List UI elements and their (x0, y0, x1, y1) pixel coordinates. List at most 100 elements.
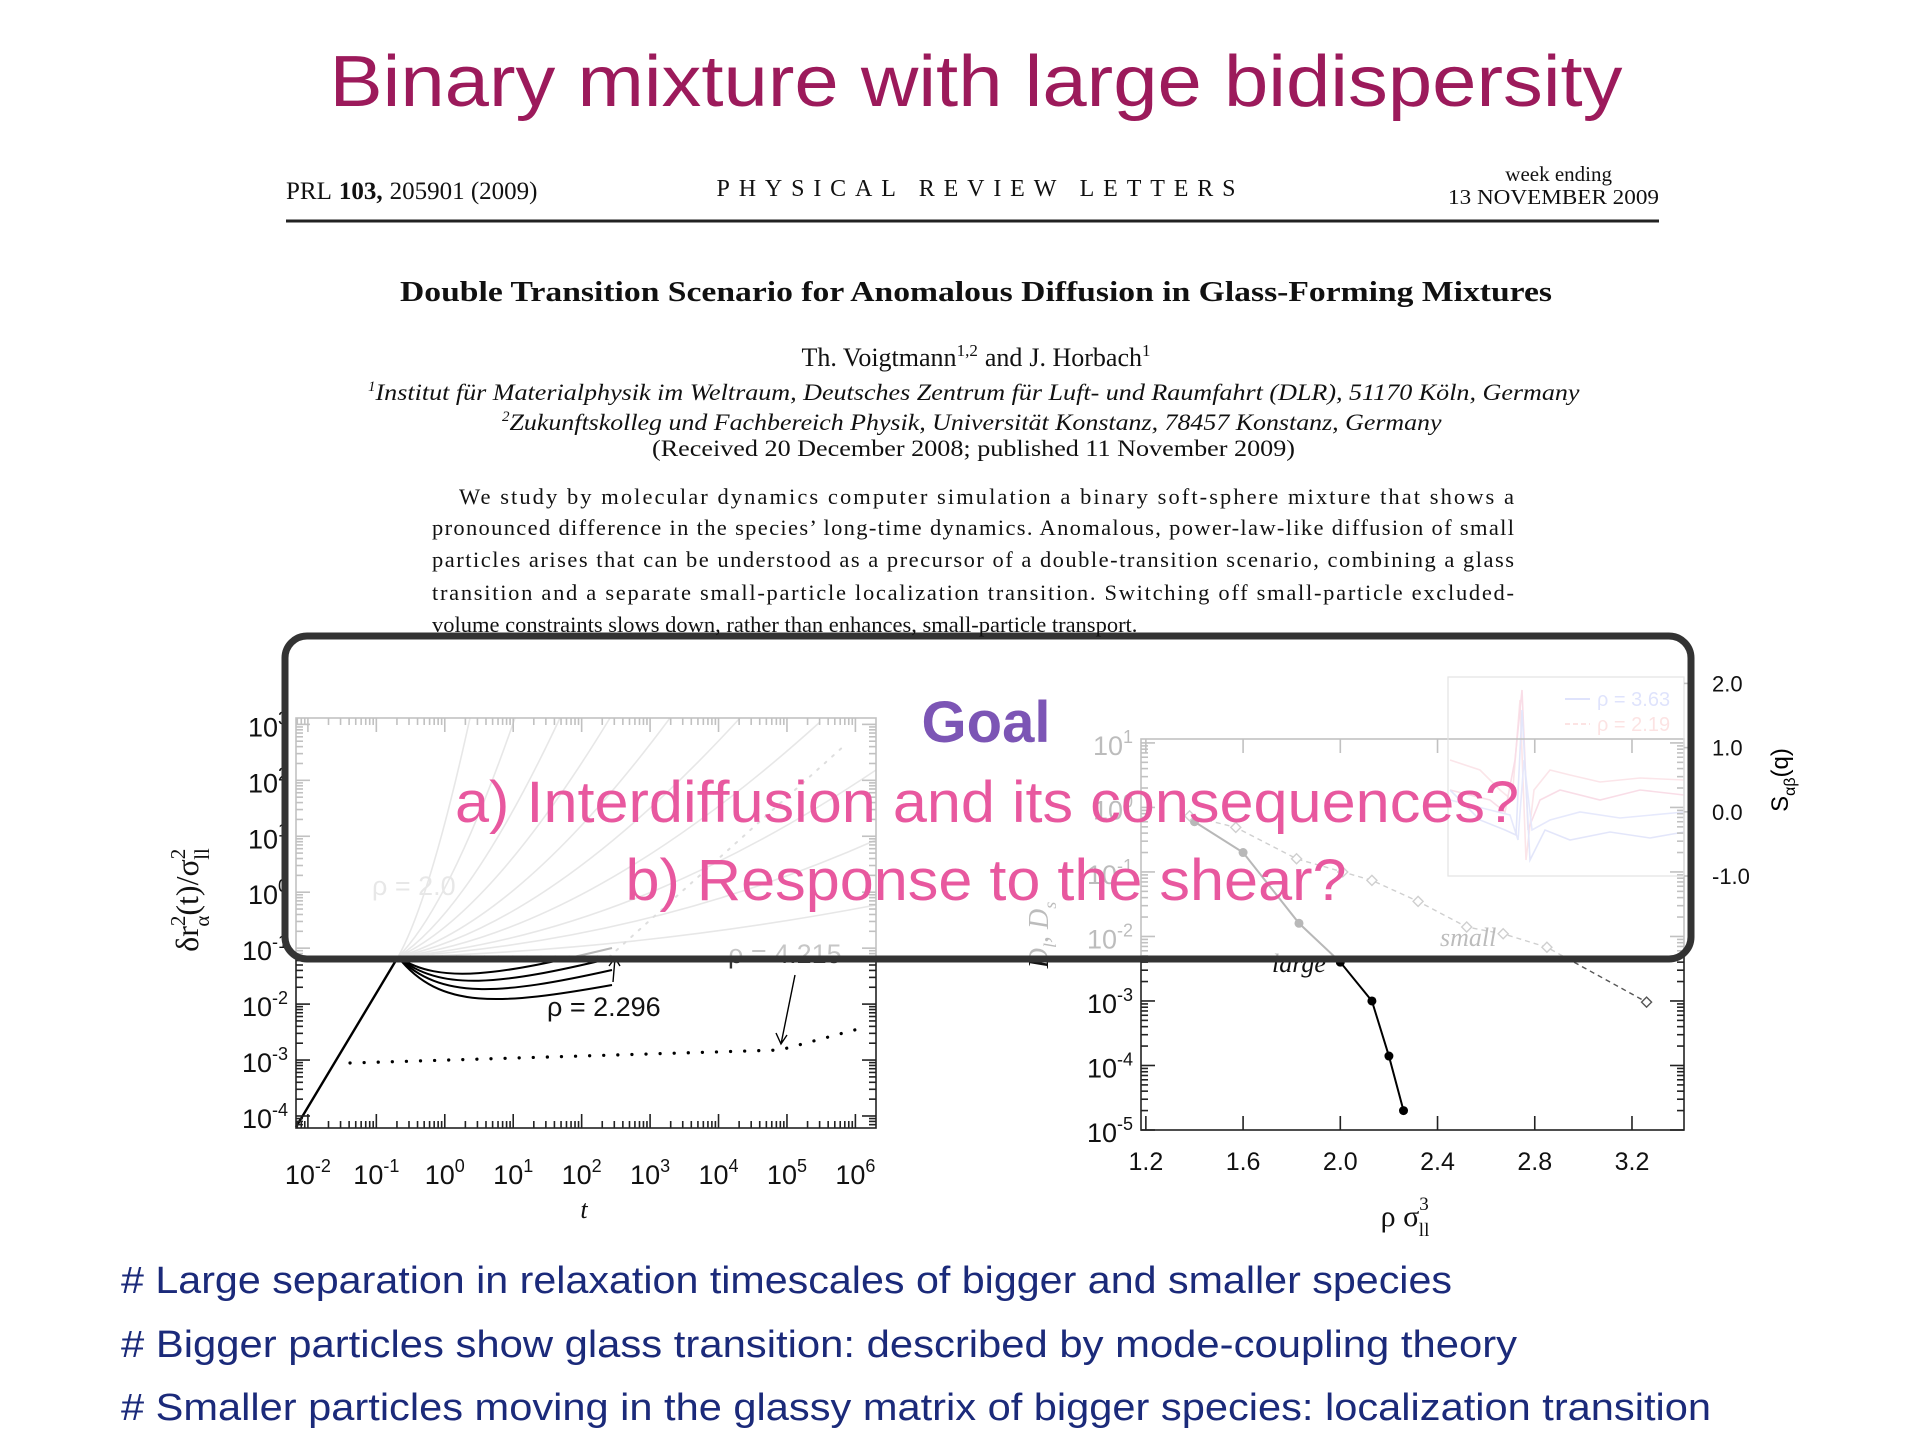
x-tick-label-part: 10 (353, 1160, 383, 1190)
journal-ref-part: 103, (339, 178, 383, 205)
y-tick-label-part: 10 (1087, 1118, 1117, 1148)
y-axis-label-part: 2 (166, 916, 190, 927)
y-tick-label-part: -2 (272, 988, 288, 1008)
affiliation-part: 2 (502, 409, 510, 425)
x-tick-label: 1.2 (1128, 1148, 1163, 1176)
abstract-line: volume constraints slows down, rather th… (432, 612, 1137, 637)
y-tick-label-part: 10 (242, 992, 272, 1022)
goal-heading: Goal (922, 690, 1051, 755)
x-tick-label: 102 (562, 1156, 602, 1190)
y-tick-label: 10-3 (1087, 985, 1133, 1019)
x-tick-label-part: 10 (698, 1160, 728, 1190)
bullet: # Large separation in relaxation timesca… (121, 1260, 1452, 1302)
x-axis-label: t (580, 1195, 588, 1224)
x-tick-label-part: 10 (562, 1160, 592, 1190)
curve (397, 956, 613, 982)
affiliation-part: Zukunftskolleg und Fachbereich Physik, U… (510, 410, 1443, 435)
x-axis-label-part: t (580, 1195, 588, 1224)
overlay-layer: Goal a) Interdiffusion and its consequenc… (121, 690, 1711, 1429)
curve (397, 956, 613, 1001)
x-tick-label: 2.8 (1517, 1148, 1552, 1176)
y-tick-label-part: -3 (1117, 985, 1133, 1005)
y-axis-label: δr2α(t)/σ2ll (166, 848, 214, 952)
bullet: # Bigger particles show glass transition… (121, 1324, 1517, 1366)
y2-axis-label-part: S (1767, 796, 1794, 812)
y-axis-label-part: ll (190, 848, 214, 860)
affiliation-part: 1 (368, 379, 376, 395)
x-tick-label-part: 10 (630, 1160, 660, 1190)
x-tick-label: 106 (835, 1156, 875, 1190)
x-tick-label-part: 3 (660, 1156, 670, 1176)
y-tick-label-part: 10 (242, 1104, 272, 1134)
goal-line: b) Response to the shear? (626, 848, 1347, 913)
authors-part: Th. Voigtmann (802, 343, 957, 372)
y2-tick-label: 2.0 (1712, 671, 1743, 696)
y-tick-label-part: 10 (248, 768, 278, 798)
y-tick-label: 10-3 (242, 1044, 288, 1078)
journal-ref: PRL 103, 205901 (2009) (286, 178, 538, 205)
x-axis-label-part: ll (1419, 1220, 1430, 1241)
y2-axis-label-part: (q) (1767, 748, 1794, 777)
authors-part: J. Horbach (1029, 343, 1142, 372)
x-tick-label: 3.2 (1615, 1148, 1650, 1176)
point (1399, 1106, 1409, 1116)
authors-part: 1 (1142, 341, 1151, 360)
y-tick-label: 10-2 (242, 988, 288, 1022)
x-axis-label: ρ σ3 ll (1381, 1194, 1430, 1241)
x-tick-label: 10-2 (285, 1156, 331, 1190)
x-tick-label-part: 2.8 (1517, 1148, 1552, 1176)
y-tick-label-part: -4 (272, 1100, 288, 1120)
abstract-line: particles arises that can be understood … (432, 547, 1514, 572)
x-tick-label-part: -1 (383, 1156, 399, 1176)
curve (294, 956, 400, 1128)
point (1367, 996, 1377, 1006)
y-tick-label-part: 10 (1087, 989, 1117, 1019)
x-tick-label: 2.0 (1323, 1148, 1358, 1176)
x-tick-label-part: 10 (285, 1160, 315, 1190)
x-tick-label: 1.6 (1226, 1148, 1261, 1176)
point (1384, 1051, 1394, 1061)
received: (Received 20 December 2008; published 11… (652, 436, 1295, 461)
x-tick-label-part: 1.2 (1128, 1148, 1163, 1176)
x-axis-label-part: 3 (1419, 1194, 1429, 1215)
y2-tick-label: -1.0 (1712, 864, 1750, 889)
goal-line-part: a) Interdiffusion and its consequences? (455, 770, 1519, 835)
authors: Th. Voigtmann1,2 and J. Horbach1 (802, 341, 1151, 372)
x-tick-label-part: 10 (493, 1160, 523, 1190)
x-tick-label-part: 1 (523, 1156, 533, 1176)
x-tick-label-part: -2 (315, 1156, 331, 1176)
issue-date: 13 NOVEMBER 2009 (1448, 185, 1659, 209)
x-tick-label: 10-1 (353, 1156, 399, 1190)
goal-line-part: b) Response to the shear? (626, 848, 1347, 913)
y-tick-label-part: 10 (242, 936, 272, 966)
x-tick-label-part: 6 (865, 1156, 875, 1176)
received-part: (Received 20 December 2008; published 11… (652, 436, 1295, 461)
y-tick-label-part: 10 (242, 1048, 272, 1078)
x-tick-label-part: 10 (835, 1160, 865, 1190)
y-tick-label-part: 10 (248, 880, 278, 910)
goal-box (281, 632, 1695, 963)
y-axis-label-part: α (190, 916, 214, 927)
abstract-line: We study by molecular dynamics computer … (459, 484, 1514, 509)
y-tick-label-part: -5 (1117, 1114, 1133, 1134)
y2-tick-label-part: 0.0 (1712, 800, 1743, 825)
y-tick-label-part: 10 (1087, 1053, 1117, 1083)
abstract-line: transition and a separate small-particle… (432, 580, 1514, 605)
affiliation-part: Institut für Materialphysik im Weltraum,… (374, 380, 1580, 405)
x-tick-label: 105 (767, 1156, 807, 1190)
journal-name-part: PHYSICAL REVIEW LETTERS (717, 176, 1236, 202)
affiliation: 1Institut für Materialphysik im Weltraum… (368, 379, 1580, 405)
journal-name: PHYSICAL REVIEW LETTERS (717, 176, 1236, 202)
bullet: # Smaller particles moving in the glassy… (121, 1387, 1711, 1429)
y2-tick-label: 1.0 (1712, 736, 1743, 761)
abstract-line: pronounced difference in the species’ lo… (432, 515, 1514, 540)
paper-title-part: Double Transition Scenario for Anomalous… (400, 276, 1552, 308)
week-label-part: week ending (1505, 162, 1612, 186)
y-axis-label-part: δr (169, 926, 205, 952)
y2-tick-label-part: 2.0 (1712, 671, 1743, 696)
x-tick-label-part: 0 (455, 1156, 465, 1176)
bullet-part: # Bigger particles show glass transition… (121, 1324, 1517, 1366)
point (1640, 996, 1653, 1009)
x-tick-label-part: 3.2 (1615, 1148, 1650, 1176)
annotation-part: ρ = 2.296 (547, 992, 661, 1022)
